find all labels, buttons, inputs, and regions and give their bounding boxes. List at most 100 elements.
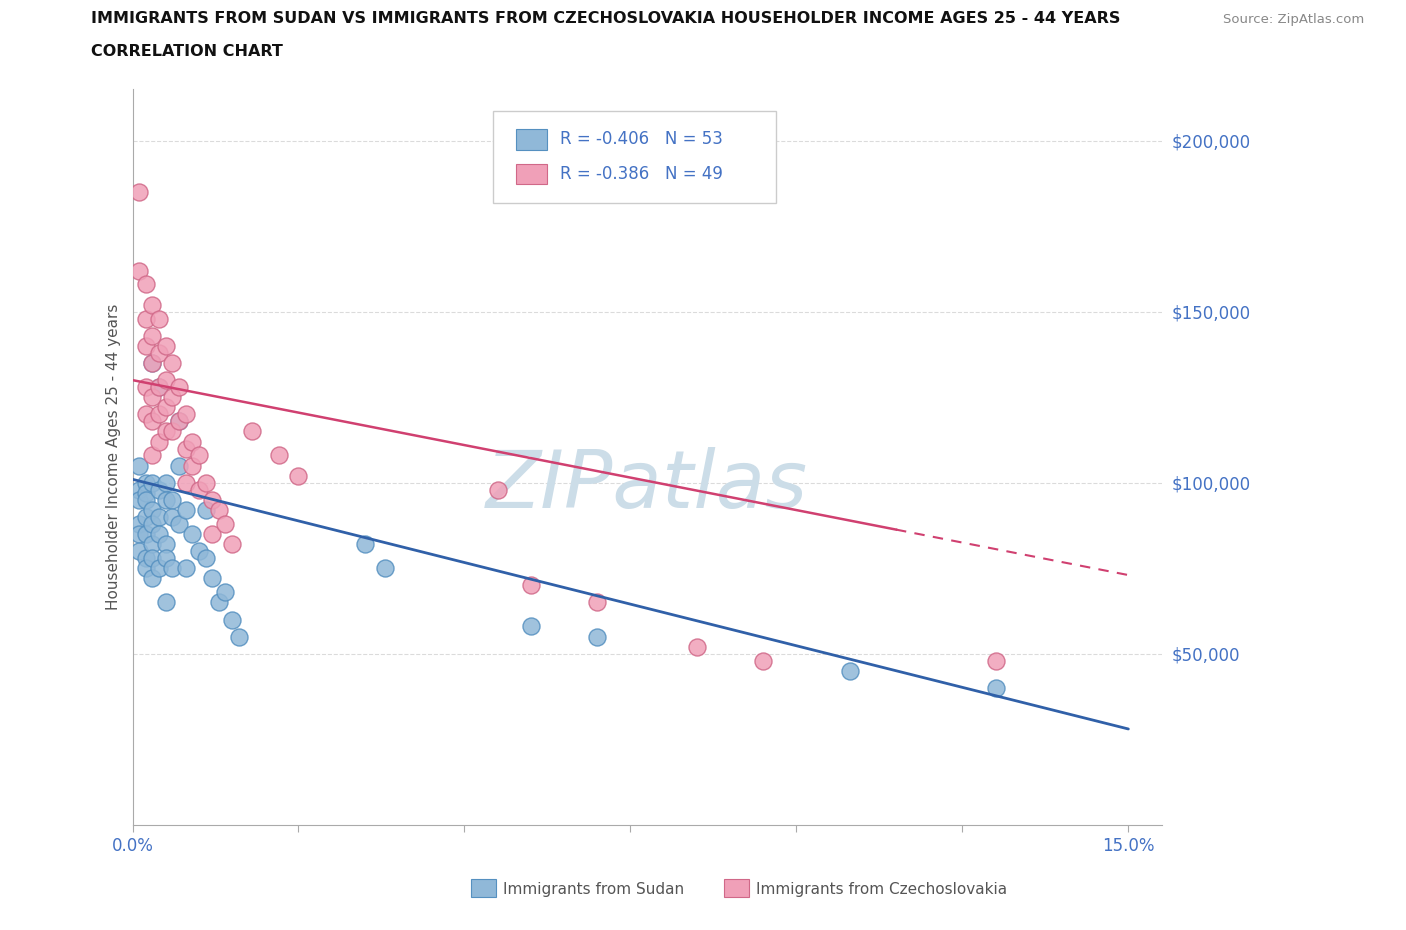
Point [128,263,150,278]
Point [148,482,170,497]
Point [141,328,163,343]
Point [155,475,177,490]
Point [135,475,157,490]
Text: Source: ZipAtlas.com: Source: ZipAtlas.com [1223,13,1364,26]
Point [141,516,163,531]
Point [162,355,184,370]
Point [174,561,197,576]
Point [135,312,157,326]
Point [141,551,163,565]
Point [135,551,157,565]
Text: CORRELATION CHART: CORRELATION CHART [91,44,283,59]
Point [141,390,163,405]
Point [181,526,204,541]
Point [240,424,263,439]
Point [194,502,217,517]
Point [838,663,860,678]
Point [194,475,217,490]
Point [520,578,543,592]
Text: R = -0.386   N = 49: R = -0.386 N = 49 [560,165,723,183]
Point [135,492,157,507]
Point [141,355,163,370]
Point [135,561,157,576]
Point [287,469,309,484]
Point [187,544,209,559]
Point [201,571,224,586]
Point [135,277,157,292]
Point [208,502,231,517]
Point [148,561,170,576]
Point [148,407,170,422]
Point [221,537,243,551]
Point [128,492,150,507]
Point [201,492,224,507]
Point [155,373,177,388]
Text: Immigrants from Sudan: Immigrants from Sudan [503,882,685,897]
Point [267,448,290,463]
Text: ZIPatlas: ZIPatlas [486,447,808,525]
Point [181,434,204,449]
Point [520,619,543,634]
Point [148,312,170,326]
Point [155,400,177,415]
Point [141,537,163,551]
Point [214,585,236,600]
Point [141,448,163,463]
Point [128,544,150,559]
Point [187,448,209,463]
Point [148,345,170,360]
Point [135,339,157,353]
Point [174,407,197,422]
Point [228,630,250,644]
Text: IMMIGRANTS FROM SUDAN VS IMMIGRANTS FROM CZECHOSLOVAKIA HOUSEHOLDER INCOME AGES : IMMIGRANTS FROM SUDAN VS IMMIGRANTS FROM… [91,11,1121,26]
Point [141,298,163,312]
Point [187,482,209,497]
Point [155,339,177,353]
Point [167,458,190,473]
Point [354,537,377,551]
Point [128,458,150,473]
Point [174,502,197,517]
Point [586,595,609,610]
FancyBboxPatch shape [516,129,547,150]
Point [167,516,190,531]
Point [135,379,157,394]
Point [148,510,170,525]
Point [686,640,709,655]
Point [128,526,150,541]
Point [162,424,184,439]
Point [135,526,157,541]
Point [374,561,396,576]
Point [162,492,184,507]
Point [148,379,170,394]
Point [135,407,157,422]
Point [141,502,163,517]
Point [148,434,170,449]
Point [214,516,236,531]
Text: Immigrants from Czechoslovakia: Immigrants from Czechoslovakia [756,882,1008,897]
Point [141,571,163,586]
Point [486,482,509,497]
Point [167,414,190,429]
Point [155,537,177,551]
FancyBboxPatch shape [492,112,776,204]
Text: R = -0.406   N = 53: R = -0.406 N = 53 [560,130,723,149]
Point [167,379,190,394]
Point [155,595,177,610]
Point [181,458,204,473]
Point [148,526,170,541]
Point [174,475,197,490]
Point [586,630,609,644]
Point [162,561,184,576]
Point [984,681,1007,696]
Point [128,482,150,497]
Point [141,355,163,370]
Point [752,653,775,668]
Point [162,510,184,525]
Point [128,516,150,531]
Point [221,612,243,627]
Point [155,551,177,565]
Point [174,441,197,456]
Point [194,551,217,565]
FancyBboxPatch shape [516,164,547,184]
